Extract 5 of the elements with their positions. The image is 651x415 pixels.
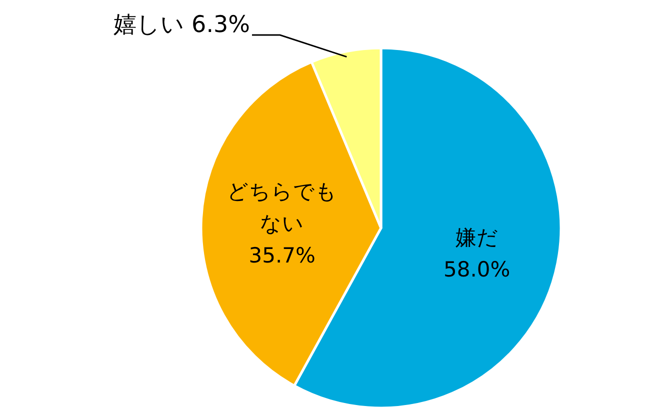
slice-label: どちらでもない	[227, 180, 338, 236]
slice-label: 嫌だ	[455, 226, 498, 250]
data-label: 58.0%	[444, 258, 510, 282]
data-label: 35.7%	[248, 244, 316, 268]
slice-label: 嬉しい 6.3%	[113, 12, 250, 38]
